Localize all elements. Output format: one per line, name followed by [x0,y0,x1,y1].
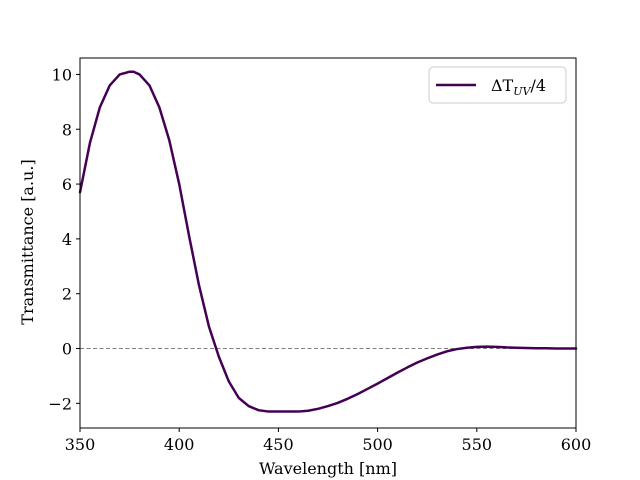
x-tick-label: 550 [462,435,493,454]
x-axis-label: Wavelength [nm] [259,459,397,478]
y-tick-label: 0 [62,340,72,359]
y-tick-label: 4 [62,230,72,249]
y-tick-label: 6 [62,175,72,194]
x-tick-label: 600 [561,435,592,454]
legend: ΔTUV/4 [428,66,567,104]
series-line-0 [78,70,578,413]
x-tick-label: 350 [65,435,96,454]
plot-frame [79,57,577,429]
y-axis-label: Transmittance [a.u.] [18,159,37,324]
y-tick-label: 8 [62,120,72,139]
x-tick-label: 400 [164,435,195,454]
y-tick-label: 10 [52,65,72,84]
legend-box [428,66,567,104]
x-tick-label: 500 [362,435,393,454]
x-tick-label: 450 [263,435,294,454]
y-tick-label: 2 [62,285,72,304]
plot-area [78,57,578,429]
y-axis: −2 0 2 4 6 8 10 [48,65,80,413]
legend-label-sub: UV [513,85,531,98]
x-axis: 350 400 450 500 550 600 [65,428,592,454]
legend-label-tail: /4 [530,76,546,95]
legend-label: ΔTUV/4 [491,76,546,98]
legend-label-main: ΔT [491,76,514,95]
y-tick-label: −2 [48,394,72,413]
